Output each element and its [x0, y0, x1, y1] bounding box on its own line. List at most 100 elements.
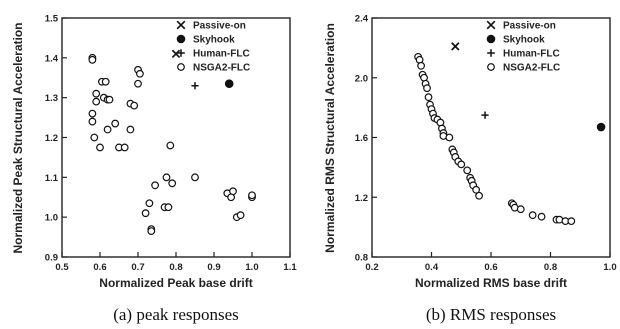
open-circle-marker [134, 79, 142, 88]
open-circle-marker [147, 227, 156, 236]
open-circle-marker [92, 89, 101, 98]
peak-response-chart: 0.5 0.6 0.7 0.8 0.9 1.0 1.1 0.9 1.0 1.1 1.2 1.3 1.4… [11, 14, 297, 325]
plus-marker [481, 111, 489, 119]
legend: Passive-on Skyhook Human-FLC NSGA2-FLC [176, 20, 250, 74]
open-circle-marker [463, 166, 472, 175]
y-tick-label: 2.0 [355, 73, 368, 84]
caption: (b) RMS responses [426, 305, 556, 324]
legend-label: Passive-on [193, 21, 246, 32]
open-circle-marker [90, 133, 99, 142]
open-circle-marker [457, 160, 466, 169]
open-circle-marker [166, 141, 175, 150]
caption: (a) peak responses [113, 305, 239, 324]
x-tick-label: 0.6 [484, 262, 497, 273]
open-circle-marker [130, 101, 139, 110]
open-circle-marker [105, 95, 114, 104]
legend-x-marker [176, 20, 186, 30]
y-axis-ticks: 0.9 1.0 1.1 1.2 1.3 1.4 1.5 [45, 14, 67, 264]
x-tick-label: 0.4 [425, 262, 439, 273]
x-axis-label: Normalized RMS base drift [415, 276, 567, 290]
open-circle-marker [126, 125, 135, 134]
y-tick-label: 1.0 [45, 213, 58, 224]
open-circle-marker [101, 77, 110, 86]
filled-circle-marker [224, 79, 234, 89]
x-tick-label: 0.7 [131, 262, 144, 273]
legend-label: Skyhook [193, 35, 235, 46]
legend-label: Skyhook [503, 35, 545, 46]
open-circle-marker [135, 69, 144, 78]
open-circle-marker [145, 199, 154, 208]
legend-plus-marker [487, 49, 495, 57]
x-tick-label: 0.2 [365, 262, 378, 273]
legend-filled-circle-marker [486, 34, 496, 44]
x-tick-label: 0.8 [169, 262, 182, 273]
open-circle-marker [88, 117, 97, 126]
legend-label: Human-FLC [193, 49, 250, 60]
open-circle-marker [111, 119, 120, 128]
x-tick-label: 1.1 [283, 262, 297, 273]
open-circle-marker [191, 173, 199, 182]
x-tick-label: 0.9 [207, 262, 220, 273]
open-circle-marker [417, 61, 425, 70]
x-axis-ticks: 0.5 0.6 0.7 0.8 0.9 1.0 1.1 [55, 252, 297, 273]
open-circle-marker [516, 205, 525, 214]
open-circle-marker [424, 93, 433, 102]
open-circle-marker [88, 109, 97, 118]
y-tick-label: 1.3 [45, 93, 58, 104]
open-circle-marker [236, 211, 245, 220]
open-circle-marker [141, 209, 150, 218]
y-axis-label: Normalized RMS Structural Acceleration [323, 23, 337, 253]
legend-label: Passive-on [503, 21, 556, 32]
y-tick-label: 2.4 [355, 14, 369, 25]
open-circle-marker [164, 203, 173, 212]
x-tick-label: 1.0 [245, 262, 258, 273]
y-tick-label: 1.4 [45, 53, 59, 64]
open-circle-marker [475, 191, 484, 200]
legend-filled-circle-marker [176, 34, 186, 44]
open-circle-marker [537, 212, 546, 221]
open-circle-marker [92, 97, 101, 106]
legend-open-circle-marker [177, 63, 185, 71]
x-tick-label: 0.6 [93, 262, 106, 273]
x-marker [171, 49, 181, 59]
legend-label: Human-FLC [503, 49, 560, 60]
filled-circle-marker [596, 122, 606, 132]
y-tick-label: 0.9 [45, 253, 58, 264]
open-circle-marker [229, 187, 237, 196]
y-tick-label: 1.2 [45, 133, 58, 144]
x-axis-ticks: 0.2 0.4 0.6 0.8 1.0 [365, 252, 617, 273]
legend-label: NSGA2-FLC [503, 63, 560, 74]
open-circle-marker [88, 55, 97, 64]
x-tick-label: 1.0 [603, 262, 616, 273]
y-tick-label: 1.1 [45, 173, 59, 184]
data-points [88, 49, 256, 236]
open-circle-marker [162, 173, 171, 182]
legend-label: NSGA2-FLC [193, 63, 250, 74]
legend: Passive-on Skyhook Human-FLC NSGA2-FLC [486, 20, 560, 74]
open-circle-marker [567, 217, 576, 226]
x-axis-label: Normalized Peak base drift [99, 276, 252, 290]
y-tick-label: 0.8 [355, 253, 368, 264]
y-tick-label: 1.2 [355, 193, 368, 204]
open-circle-marker [120, 143, 129, 152]
open-circle-marker [96, 143, 104, 152]
y-axis-label: Normalized Peak Structural Acceleration [11, 23, 25, 254]
y-axis-ticks: 0.8 1.2 1.6 2.0 2.4 [355, 14, 377, 264]
x-tick-label: 0.8 [544, 262, 557, 273]
y-tick-label: 1.6 [355, 133, 368, 144]
open-circle-marker [423, 84, 431, 93]
legend-x-marker [486, 20, 496, 30]
open-circle-marker [528, 211, 537, 220]
y-tick-label: 1.5 [45, 14, 59, 25]
legend-plus-marker [177, 49, 185, 57]
legend-open-circle-marker [487, 63, 495, 71]
data-points [414, 42, 606, 226]
x-marker [451, 42, 460, 51]
open-circle-marker [168, 179, 177, 188]
open-circle-marker [445, 133, 454, 142]
open-circle-marker [103, 125, 112, 134]
x-tick-label: 0.5 [55, 262, 69, 273]
plus-marker [191, 82, 199, 90]
rms-response-chart: 0.2 0.4 0.6 0.8 1.0 0.8 1.2 1.6 2.0 2.4 Passive-… [323, 14, 617, 325]
